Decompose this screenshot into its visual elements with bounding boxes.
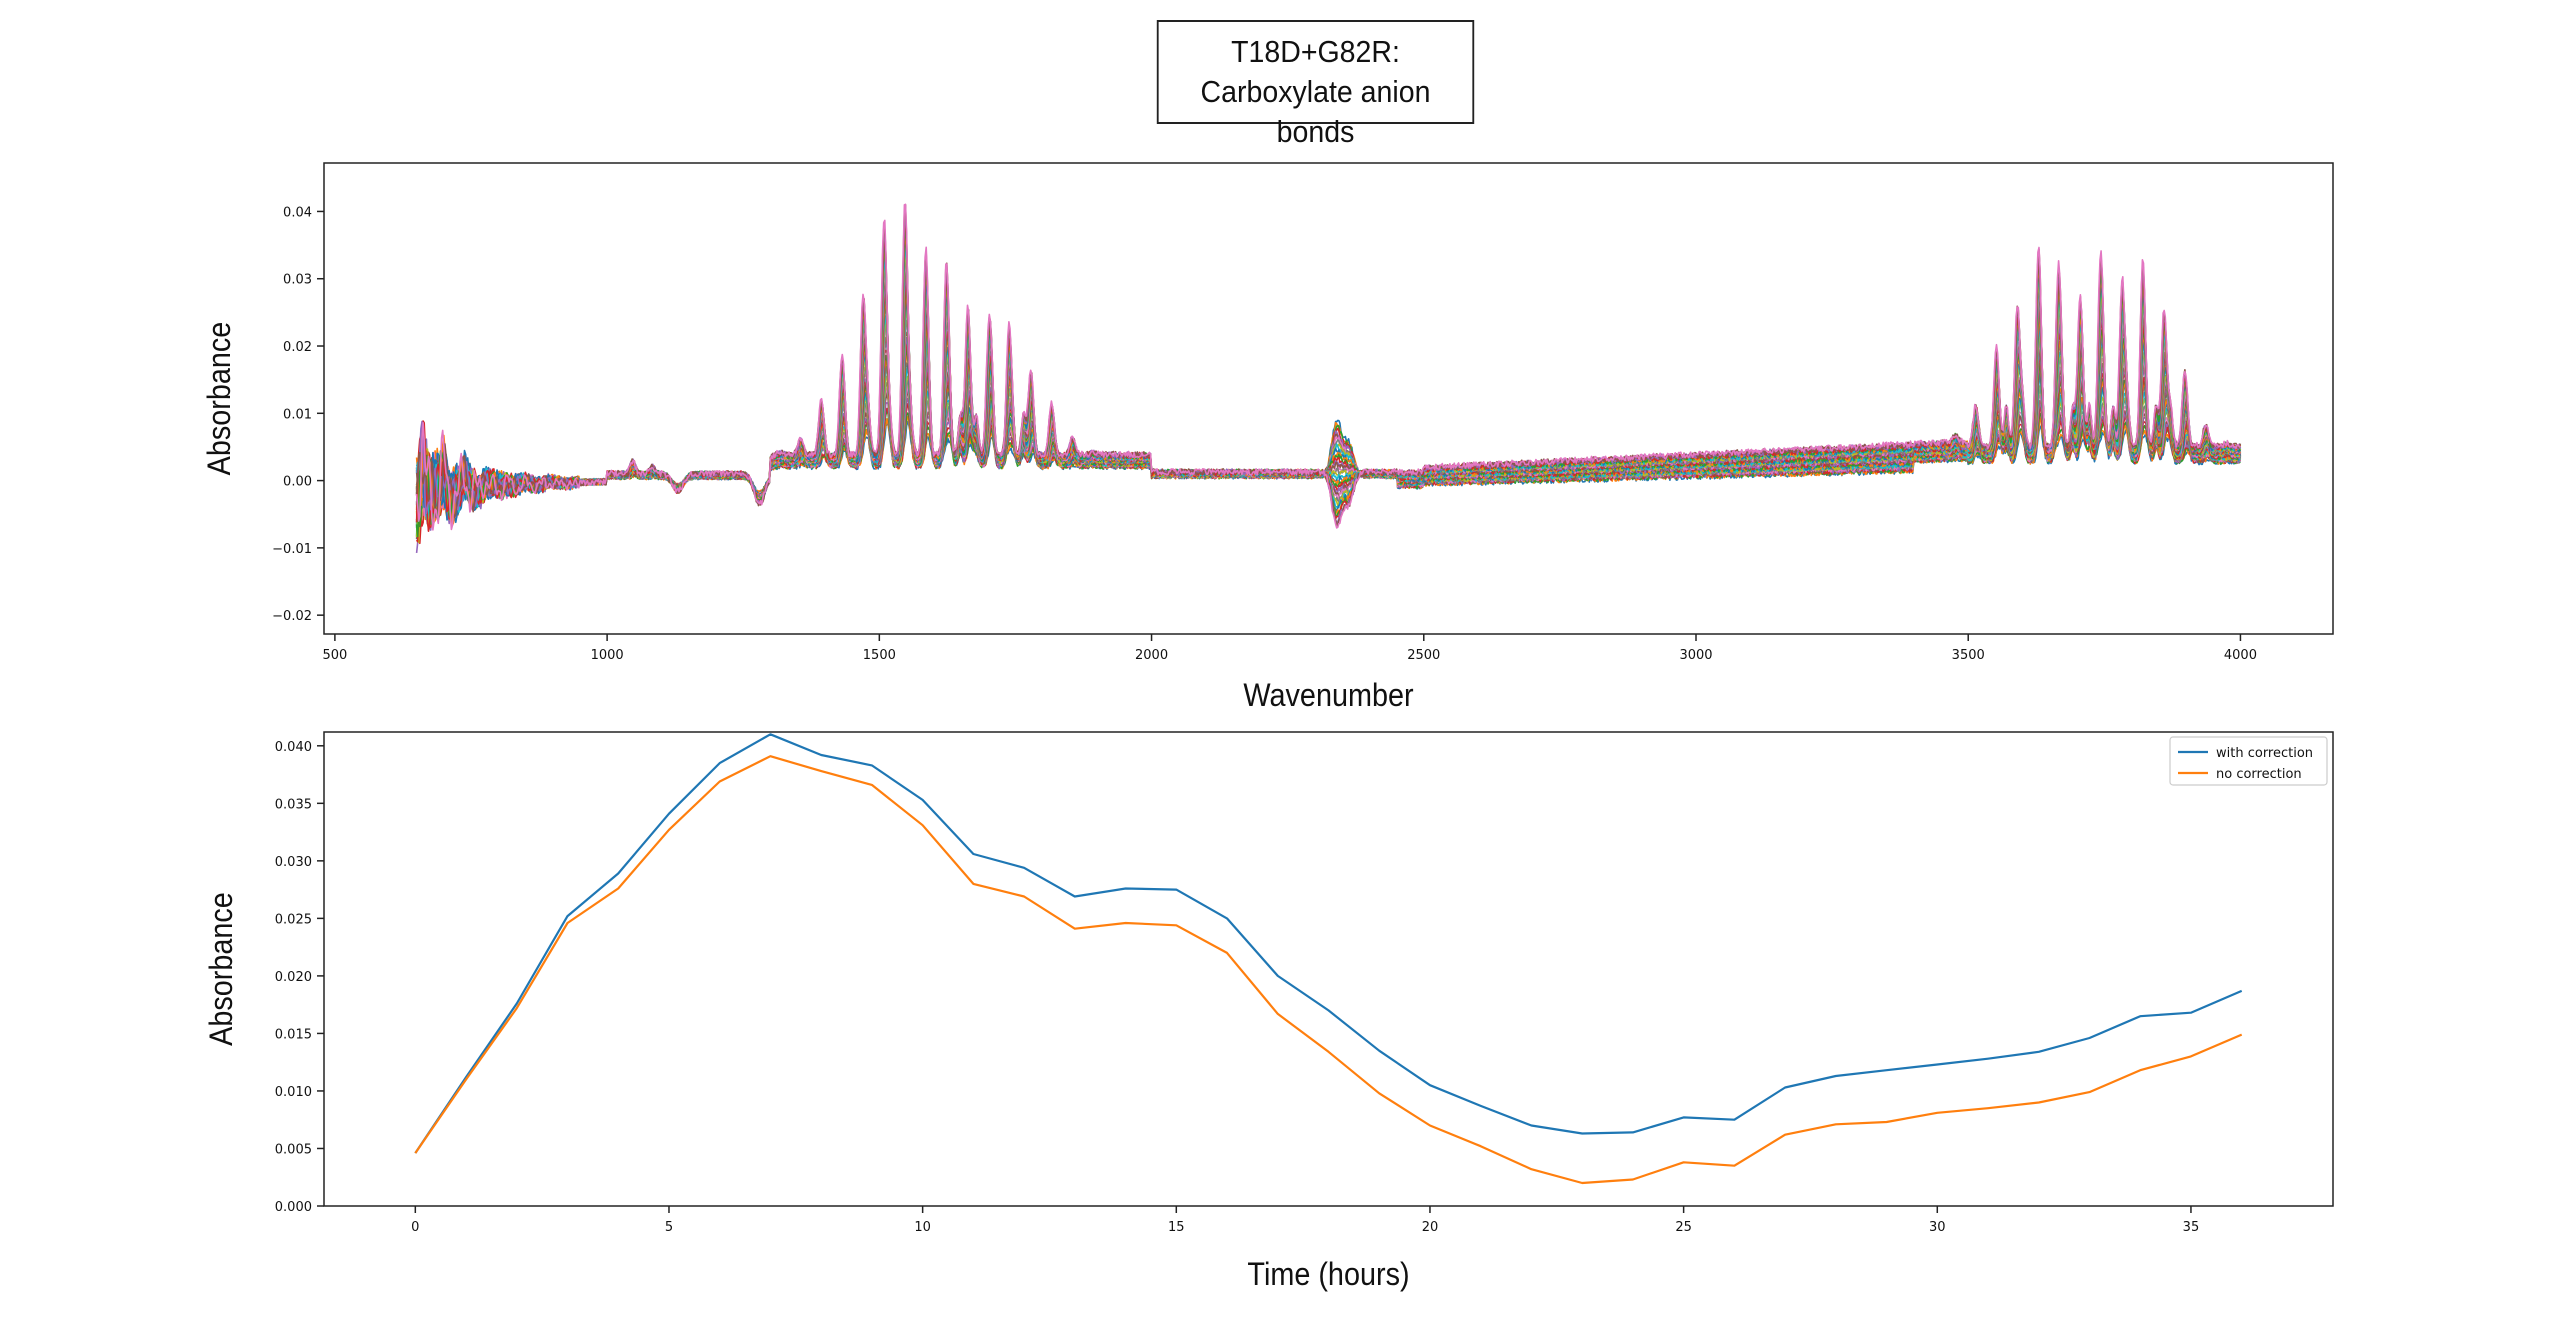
legend-label: no correction [2216,767,2302,782]
series-line-with-correction [414,733,2243,1154]
y-axis-label: Absorbance [204,892,240,1046]
y-tick-label: 0.000 [275,1200,312,1215]
y-tick-label: 0.005 [275,1142,312,1157]
plot-frame [323,731,2334,1207]
x-tick-label: 15 [1168,1220,1185,1235]
y-tick-label: 0.03 [283,273,312,288]
x-tick-label: 20 [1422,1220,1439,1235]
spectrum-series-line [415,203,2241,531]
spectrum-series-line [415,331,2241,525]
x-tick-label: 35 [2183,1220,2200,1235]
x-axis-label: Time (hours) [1247,1257,1409,1293]
y-tick-label: 0.025 [275,912,312,927]
x-tick-label: 500 [322,648,347,663]
x-tick-label: 5 [665,1220,673,1235]
x-tick-label: 1000 [591,648,624,663]
x-tick-label: 3000 [1679,648,1712,663]
y-tick-label: 0.01 [283,407,312,422]
title-line-1: T18D+G82R: [1231,34,1400,69]
legend-box [2169,736,2328,786]
spectrum-series-line [415,352,2241,521]
x-tick-label: 2000 [1135,648,1168,663]
y-tick-label: 0.040 [275,740,312,755]
spectrum-series-line [415,284,2241,543]
y-tick-label: 0.010 [275,1085,312,1100]
legend-label: with correction [2216,746,2313,761]
x-axis-label: Wavenumber [1243,678,1413,714]
figure-title: T18D+G82R: Carboxylate anion bonds [1156,20,1475,149]
y-axis-label: Absorbance [202,322,238,476]
y-tick-label: 0.015 [275,1027,312,1042]
y-tick-label: 0.00 [283,475,312,490]
spectrum-series-line [415,289,2241,528]
title-line-2: Carboxylate anion bonds [1200,74,1431,149]
series-line-no-correction [414,755,2243,1185]
x-tick-label: 10 [914,1220,931,1235]
plot-frame [323,162,2334,635]
y-tick-label: −0.01 [272,542,312,557]
x-tick-label: 0 [411,1220,419,1235]
spectrum-series-line [415,225,2241,538]
y-tick-label: 0.030 [275,855,312,870]
y-tick-label: 0.035 [275,797,312,812]
x-tick-label: 1500 [863,648,896,663]
spectrum-series-line [415,310,2242,544]
x-tick-label: 3500 [1952,648,1985,663]
spectrum-series-line [415,251,2242,538]
x-tick-label: 2500 [1407,648,1440,663]
x-tick-label: 30 [1929,1220,1946,1235]
y-tick-label: 0.04 [283,205,312,220]
x-tick-label: 4000 [2224,648,2257,663]
y-tick-label: 0.02 [283,340,312,355]
x-tick-label: 25 [1675,1220,1692,1235]
y-tick-label: −0.02 [272,609,312,624]
spectrum-series-line [415,303,2242,537]
y-tick-label: 0.020 [275,970,312,985]
